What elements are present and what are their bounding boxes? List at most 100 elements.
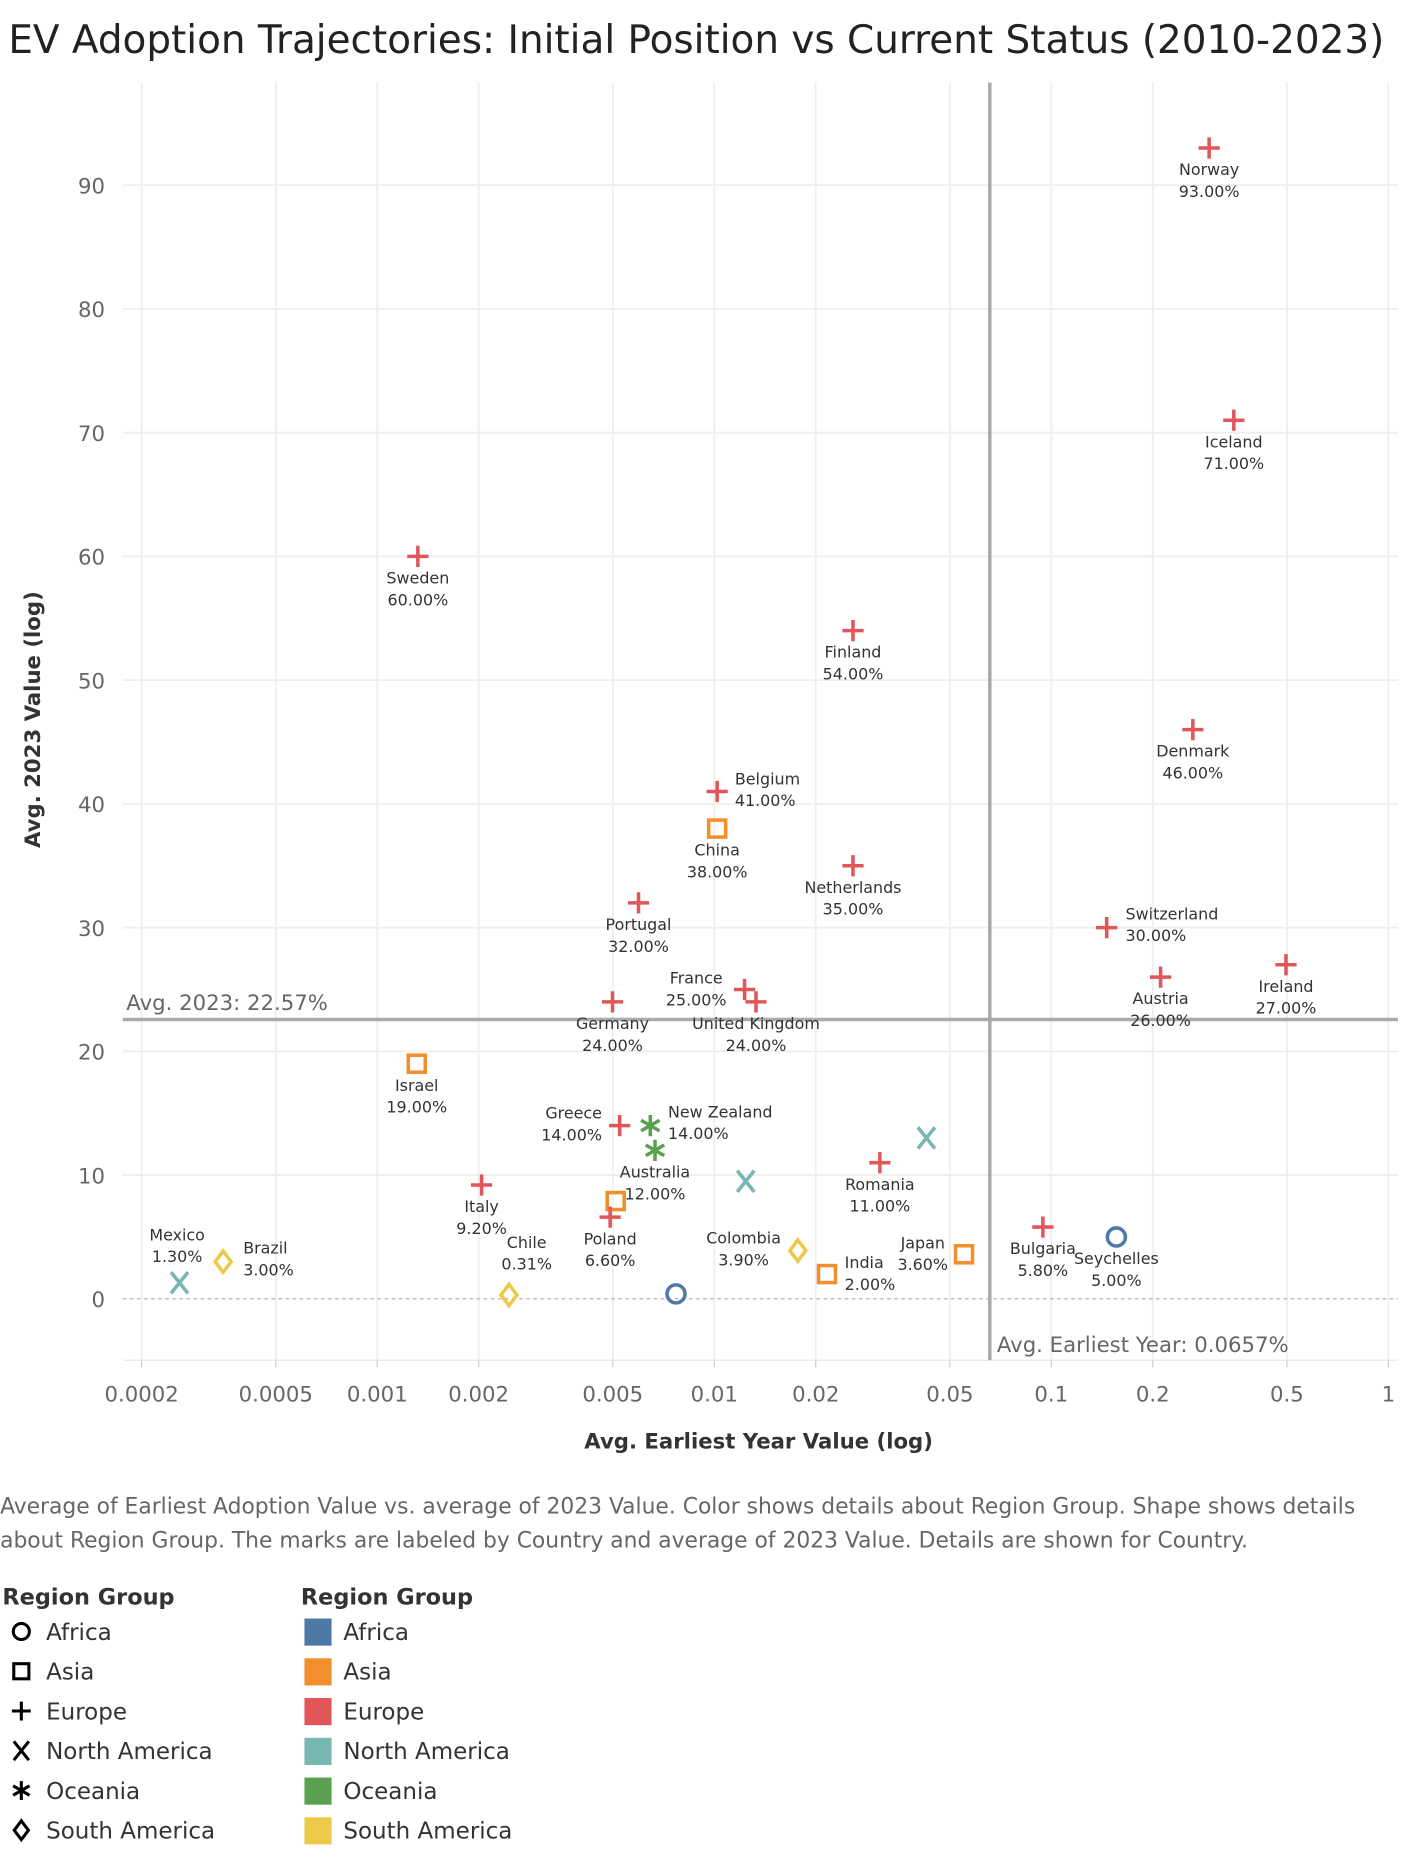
point-label-country: Japan [900, 1233, 945, 1252]
point-label-country: Chile [507, 1233, 547, 1252]
point-austria [1149, 966, 1172, 988]
grid [122, 82, 1399, 1361]
legend-shape-oceania [12, 1781, 31, 1800]
point-label-country: Ireland [1258, 977, 1313, 996]
point-unlabeled [665, 1283, 687, 1305]
point-label-value: 71.00% [1204, 454, 1265, 473]
x-tick-label: 1 [1382, 1382, 1396, 1407]
legend-shape-south-america [12, 1818, 31, 1843]
point-denmark [1182, 718, 1204, 741]
avg-2023-label: Avg. 2023: 22.57% [126, 991, 328, 1016]
point-new-zealand [640, 1114, 661, 1137]
point-label-country: Greece [545, 1104, 602, 1123]
point-label-country: Finland [825, 643, 882, 662]
point-brazil [212, 1248, 234, 1276]
point-label-value: 32.00% [608, 937, 669, 956]
y-tick-label: 90 [78, 174, 105, 199]
point-portugal [627, 892, 650, 914]
point-label-value: 0.31% [501, 1255, 552, 1274]
x-tick-label: 0.002 [448, 1382, 509, 1407]
point-label-value: 1.30% [152, 1247, 203, 1266]
point-label-country: Germany [576, 1014, 649, 1033]
point-india [816, 1263, 838, 1285]
point-china [706, 818, 728, 839]
point-label-value: 54.00% [823, 665, 884, 684]
point-label-value: 5.00% [1091, 1271, 1142, 1290]
point-label-country: Romania [845, 1175, 915, 1194]
point-unlabeled [605, 1190, 626, 1212]
point-label-country: Norway [1179, 160, 1239, 179]
point-france [733, 978, 756, 1001]
y-tick-label: 40 [78, 793, 105, 818]
legend-color-swatch [304, 1737, 332, 1765]
point-label-country: Denmark [1156, 742, 1230, 761]
marks [169, 137, 1297, 1309]
point-label-country: Belgium [735, 769, 800, 788]
point-label-country: Bulgaria [1010, 1239, 1076, 1258]
legend-color-label: Africa [343, 1620, 409, 1646]
legend-color-swatch [304, 1618, 332, 1646]
point-label-country: Colombia [706, 1228, 781, 1247]
point-iceland [1223, 409, 1245, 431]
point-romania [869, 1152, 891, 1174]
point-label-value: 24.00% [726, 1036, 787, 1055]
point-label-country: Australia [620, 1162, 690, 1181]
y-tick-label: 0 [92, 1288, 106, 1313]
chart-title: EV Adoption Trajectories: Initial Positi… [8, 18, 1384, 63]
point-label-value: 3.00% [243, 1260, 294, 1279]
legend-shape-label: South America [46, 1819, 215, 1845]
legend-color-label: South America [343, 1819, 512, 1845]
point-label-value: 3.60% [898, 1255, 949, 1274]
axis-ticks: 0.0002 0.0005 0.001 0.002 0.005 0.01 0.02 0.05 0… [78, 174, 1395, 1407]
point-unlabeled [735, 1169, 756, 1193]
point-label-value: 46.00% [1163, 764, 1224, 783]
point-belgium [706, 780, 728, 803]
point-label-country: New Zealand [668, 1102, 773, 1121]
point-israel [406, 1053, 428, 1074]
legend-color-label: Oceania [343, 1779, 437, 1805]
point-label-value: 41.00% [735, 791, 796, 810]
point-label-country: Netherlands [805, 878, 902, 897]
x-tick-label: 0.02 [792, 1382, 839, 1407]
y-tick-label: 30 [78, 917, 105, 942]
point-australia [644, 1139, 666, 1161]
point-finland [842, 619, 864, 642]
point-label-value: 5.80% [1018, 1261, 1069, 1280]
point-label-value: 9.20% [456, 1219, 507, 1238]
legend-shape-asia [12, 1662, 31, 1681]
y-tick-label: 50 [78, 669, 105, 694]
point-bulgaria [1032, 1216, 1054, 1238]
point-label-country: Austria [1132, 989, 1188, 1008]
point-label-value: 2.00% [845, 1275, 896, 1294]
point-japan [953, 1244, 975, 1265]
point-label-value: 26.00% [1130, 1011, 1191, 1030]
point-label-country: Iceland [1205, 432, 1263, 451]
point-label-country: China [694, 841, 739, 860]
point-label-country: Israel [395, 1076, 438, 1095]
point-label-country: Brazil [243, 1238, 287, 1257]
x-tick-label: 0.0005 [239, 1382, 313, 1407]
point-label-value: 14.00% [541, 1125, 602, 1144]
legend-color-label: North America [343, 1739, 510, 1765]
point-norway [1198, 137, 1220, 159]
point-label-value: 60.00% [388, 590, 449, 609]
legend-color-swatch [304, 1777, 332, 1805]
legend-shape-africa [11, 1621, 31, 1642]
point-label-value: 12.00% [625, 1184, 686, 1203]
point-label-value: 27.00% [1256, 999, 1317, 1018]
x-tick-label: 0.05 [926, 1382, 973, 1407]
legend-shape-label: Europe [46, 1699, 127, 1725]
legend-color-label: Asia [343, 1660, 391, 1686]
legend-color-swatch [304, 1658, 332, 1686]
point-label-value: 38.00% [687, 863, 748, 882]
caption-line-1: Average of Earliest Adoption Value vs. a… [0, 1495, 1355, 1520]
point-chile [498, 1281, 520, 1309]
point-label-country: Mexico [149, 1225, 205, 1244]
color-legend-title: Region Group [301, 1584, 473, 1610]
legend: Africa Africa Asia Asia Europe Europe North Am… [11, 1618, 512, 1845]
legend-shape-label: Africa [46, 1620, 112, 1646]
point-label-value: 11.00% [850, 1197, 911, 1216]
point-sweden [407, 545, 429, 567]
point-label-value: 14.00% [668, 1124, 729, 1143]
point-label-country: Portugal [606, 915, 672, 934]
